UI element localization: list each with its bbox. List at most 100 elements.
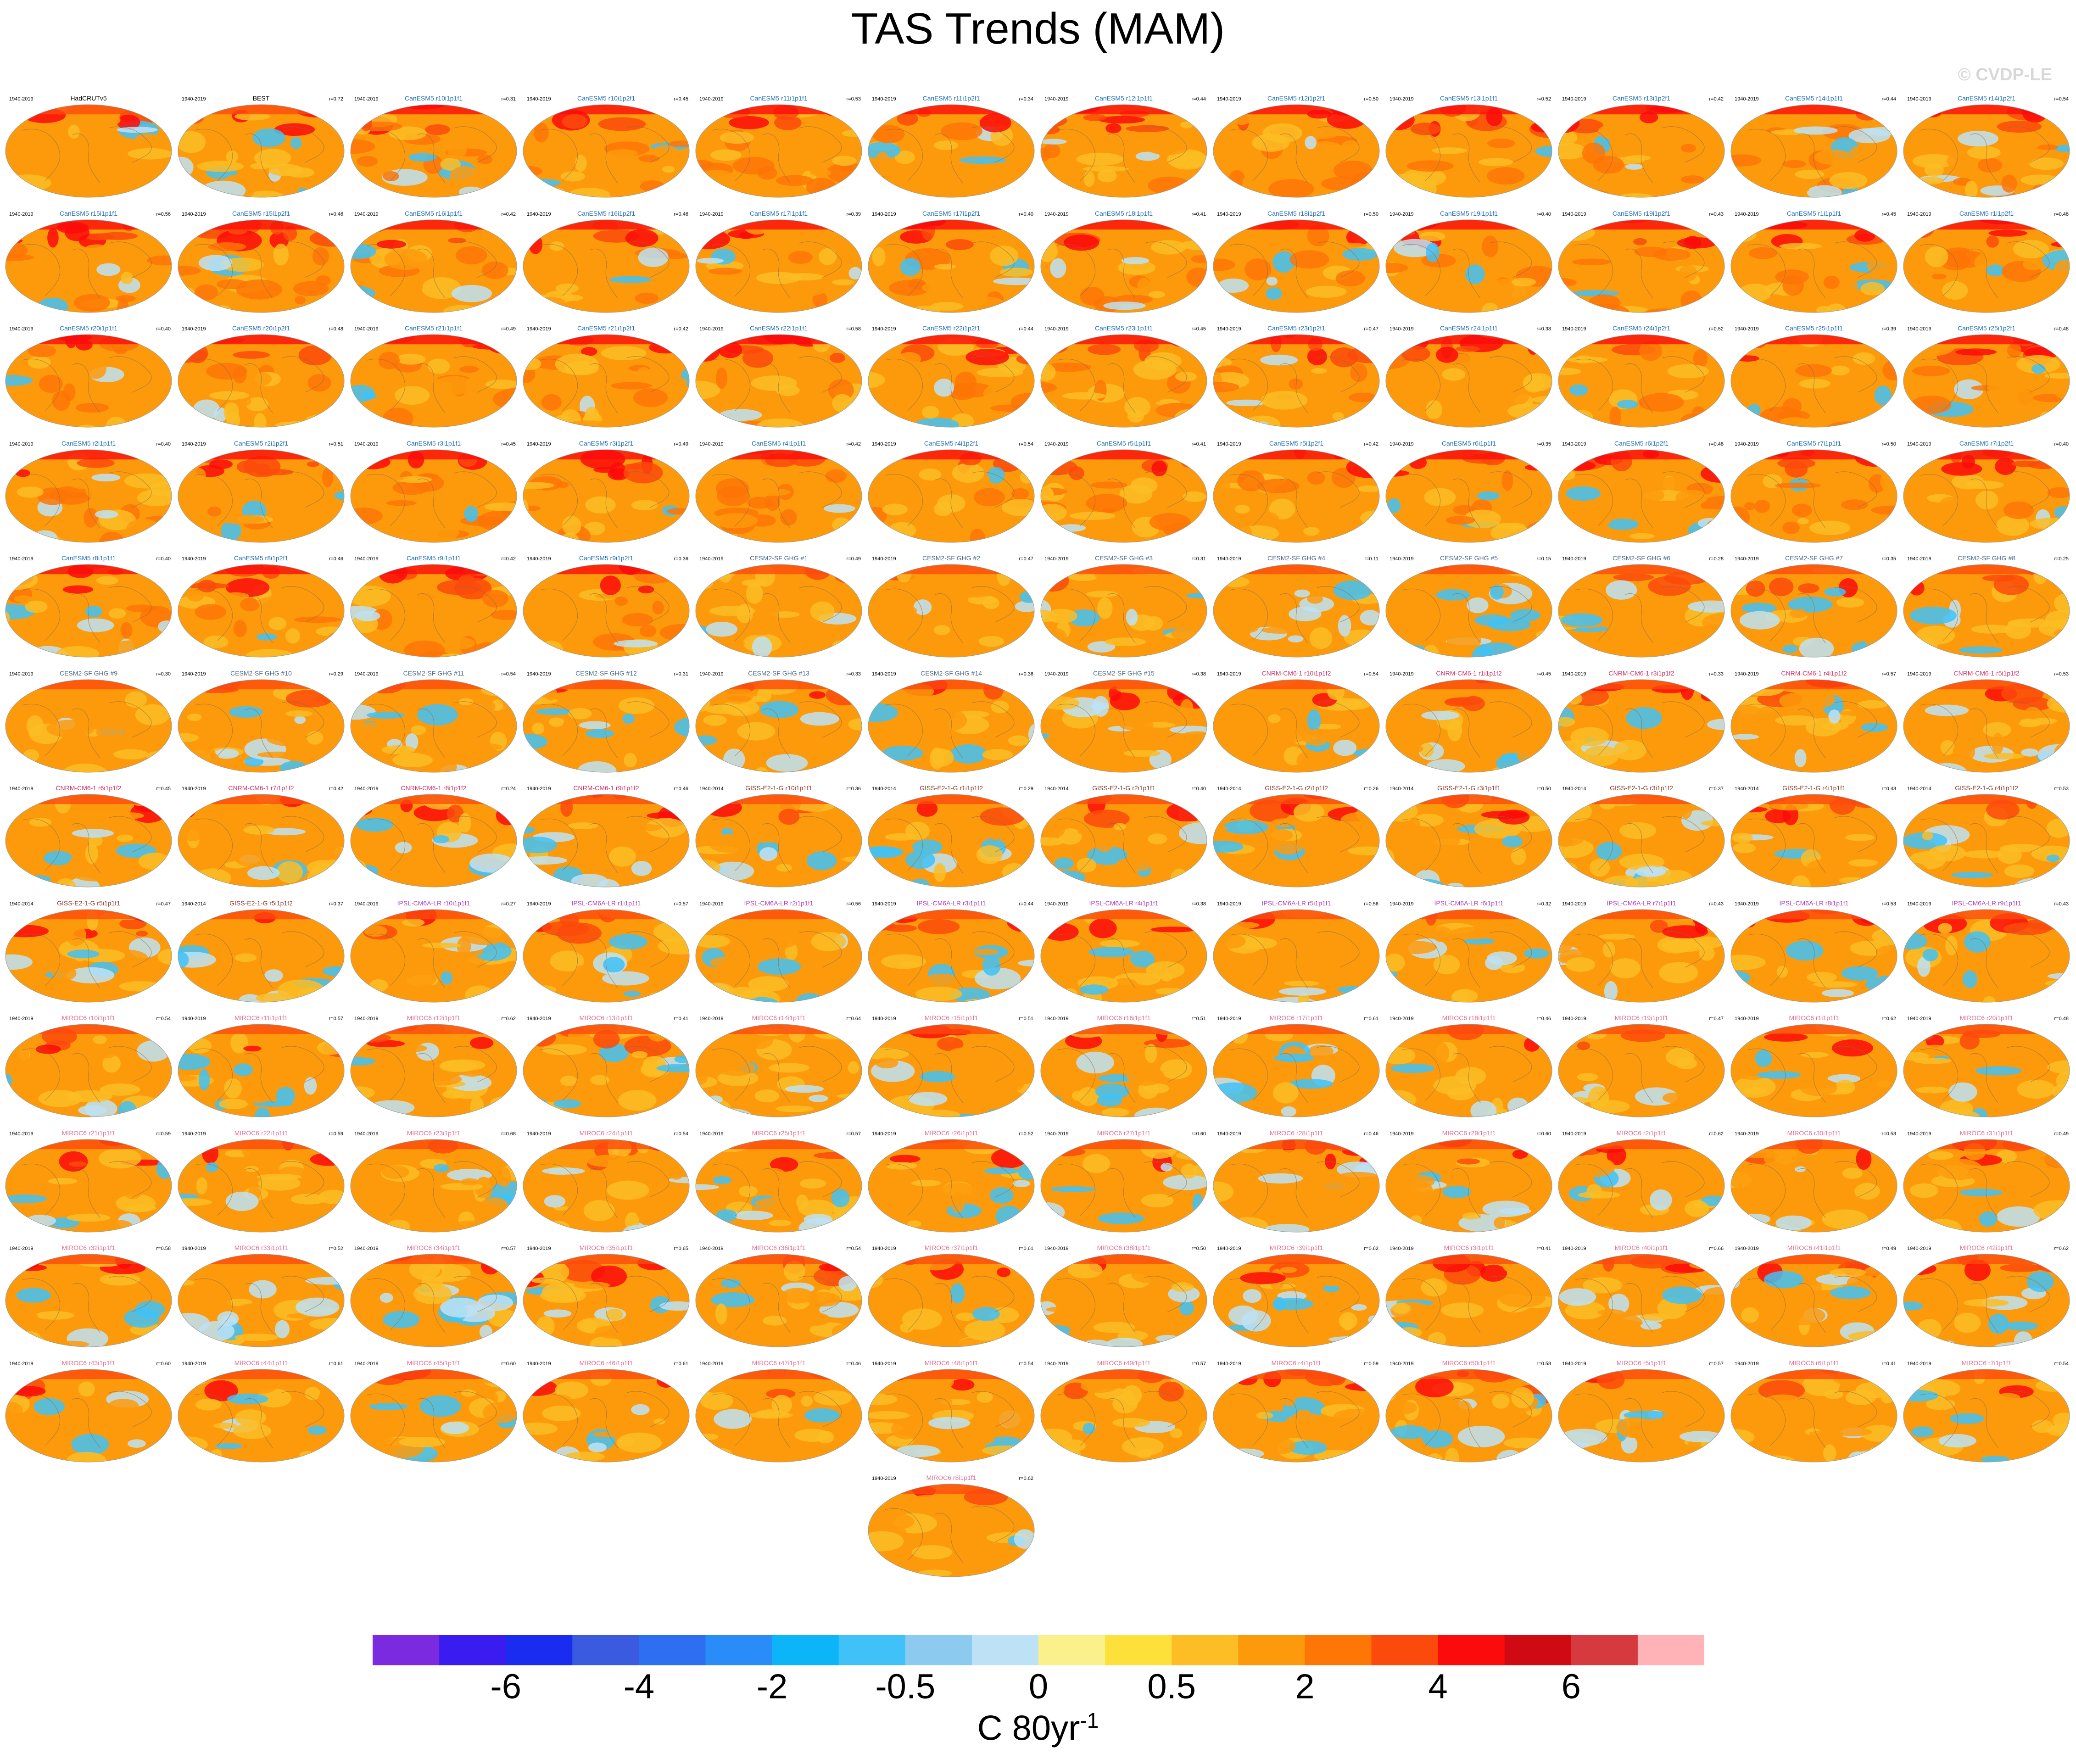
panel-title: MIROC6 r3i1p1f1 bbox=[1444, 1244, 1494, 1251]
trend-region bbox=[1510, 609, 1540, 622]
panel-pattern-correlation: r=0.49 bbox=[2054, 1131, 2069, 1137]
trend-region bbox=[1793, 126, 1838, 135]
panel-title: CESM2-SF GHG #14 bbox=[921, 669, 982, 677]
map-panel: 1940-2019 CanESM5 r7i1p1f1 r=0.50 bbox=[1729, 438, 1899, 548]
trend-region bbox=[930, 747, 945, 770]
trend-map bbox=[1213, 564, 1380, 658]
trend-region bbox=[804, 1213, 832, 1224]
panel-title: CanESM5 r8i1p2f1 bbox=[234, 554, 289, 562]
trend-region bbox=[825, 108, 853, 117]
panel-title: IPSL-CM6A-LR r8i1p1f1 bbox=[1779, 899, 1849, 907]
map-outline bbox=[350, 334, 517, 428]
trend-region bbox=[477, 155, 493, 164]
trend-region bbox=[1442, 368, 1466, 381]
trend-map bbox=[178, 679, 345, 772]
trend-region bbox=[542, 1044, 587, 1055]
trend-region bbox=[1243, 1289, 1262, 1303]
trend-region bbox=[458, 813, 471, 833]
trend-region bbox=[893, 1301, 940, 1309]
trend-region bbox=[1062, 988, 1078, 1001]
trend-region bbox=[447, 141, 467, 159]
trend-region bbox=[1814, 149, 1852, 165]
map-panel: 1940-2014 GISS-E2-1-G r10i1p1f1 r=0.36 bbox=[694, 782, 864, 893]
trend-region bbox=[808, 1094, 828, 1102]
map-outline bbox=[1213, 219, 1380, 313]
trend-region bbox=[804, 1408, 840, 1423]
trend-region bbox=[1294, 589, 1310, 597]
panel-years: 1940-2019 bbox=[1907, 671, 1931, 677]
trend-region bbox=[1477, 491, 1500, 500]
trend-region bbox=[674, 717, 689, 737]
trend-region bbox=[523, 643, 540, 653]
trend-region bbox=[1335, 270, 1365, 286]
trend-map bbox=[1558, 104, 1725, 198]
trend-map bbox=[1558, 1369, 1725, 1462]
coastline bbox=[1229, 241, 1360, 298]
trend-region bbox=[733, 966, 749, 977]
trend-region bbox=[393, 1087, 428, 1098]
trend-region bbox=[441, 1421, 469, 1434]
trend-region bbox=[296, 1297, 340, 1317]
map-panel: 1940-2019 CanESM5 r14i1p1f1 r=0.44 bbox=[1729, 93, 1899, 203]
trend-region bbox=[1938, 922, 1953, 933]
trend-region bbox=[868, 497, 893, 504]
trend-region bbox=[506, 219, 517, 238]
trend-region bbox=[1098, 1212, 1144, 1224]
trend-region bbox=[359, 115, 372, 131]
trend-region bbox=[888, 1340, 914, 1347]
trend-region bbox=[1705, 679, 1724, 687]
trend-region bbox=[1022, 921, 1034, 929]
panel-pattern-correlation: r=0.44 bbox=[1019, 901, 1034, 907]
trend-region bbox=[41, 335, 55, 339]
panel-title: CanESM5 r12i1p2f1 bbox=[1267, 95, 1326, 102]
trend-region bbox=[1865, 635, 1897, 648]
panel-years: 1940-2019 bbox=[354, 326, 379, 332]
trend-region bbox=[1010, 909, 1022, 926]
panel-pattern-correlation: r=0.42 bbox=[846, 441, 861, 447]
trend-region bbox=[1289, 378, 1303, 390]
trend-region bbox=[274, 123, 315, 136]
trend-map bbox=[868, 334, 1035, 428]
trend-region bbox=[1848, 930, 1864, 938]
trend-region bbox=[355, 610, 380, 621]
trend-region bbox=[1501, 835, 1523, 848]
trend-region bbox=[1133, 359, 1177, 380]
trend-region bbox=[6, 411, 19, 427]
trend-region bbox=[1842, 1167, 1863, 1179]
trend-region bbox=[973, 949, 999, 955]
trend-region bbox=[395, 385, 430, 405]
trend-region bbox=[977, 1391, 993, 1403]
map-outline bbox=[1213, 679, 1380, 772]
coastline bbox=[194, 356, 324, 413]
panel-title: CanESM5 r14i1p2f1 bbox=[1957, 95, 2016, 102]
trend-region bbox=[797, 1312, 831, 1326]
trend-region bbox=[633, 388, 668, 407]
trend-region bbox=[1916, 625, 1955, 645]
panel-years: 1940-2019 bbox=[1907, 96, 1931, 102]
trend-region bbox=[710, 956, 744, 968]
trend-region bbox=[2042, 1254, 2068, 1264]
panel-pattern-correlation: r=0.53 bbox=[2054, 671, 2069, 677]
trend-region bbox=[1105, 123, 1122, 134]
trend-region bbox=[203, 635, 229, 649]
trend-region bbox=[470, 1096, 484, 1117]
map-outline bbox=[1040, 334, 1207, 428]
panel-pattern-correlation: r=0.38 bbox=[1191, 901, 1206, 907]
map-outline bbox=[5, 219, 172, 313]
trend-region bbox=[1490, 524, 1531, 541]
trend-region bbox=[2056, 992, 2070, 1000]
map-panel: 1940-2019 MIROC6 r32i1p1f1 r=0.58 bbox=[4, 1242, 173, 1352]
trend-region bbox=[1447, 719, 1462, 741]
panel-years: 1940-2019 bbox=[1044, 326, 1069, 332]
map-panel: 1940-2019 MIROC6 r38i1p1f1 r=0.50 bbox=[1039, 1242, 1209, 1352]
coastline bbox=[712, 126, 842, 184]
trend-region bbox=[757, 958, 801, 975]
map-panel: 1940-2019 CNRM-CM6-1 r5i1p1f2 r=0.53 bbox=[1902, 668, 2071, 778]
trend-region bbox=[275, 1320, 290, 1339]
map-panel: 1940-2019 MIROC6 r5i1p1f1 r=0.57 bbox=[1557, 1357, 1726, 1468]
trend-region bbox=[1154, 988, 1185, 994]
trend-region bbox=[1559, 219, 1587, 225]
trend-region bbox=[28, 345, 56, 357]
trend-region bbox=[1112, 1418, 1150, 1428]
panel-title: MIROC6 r16i1p1f1 bbox=[1097, 1014, 1151, 1022]
